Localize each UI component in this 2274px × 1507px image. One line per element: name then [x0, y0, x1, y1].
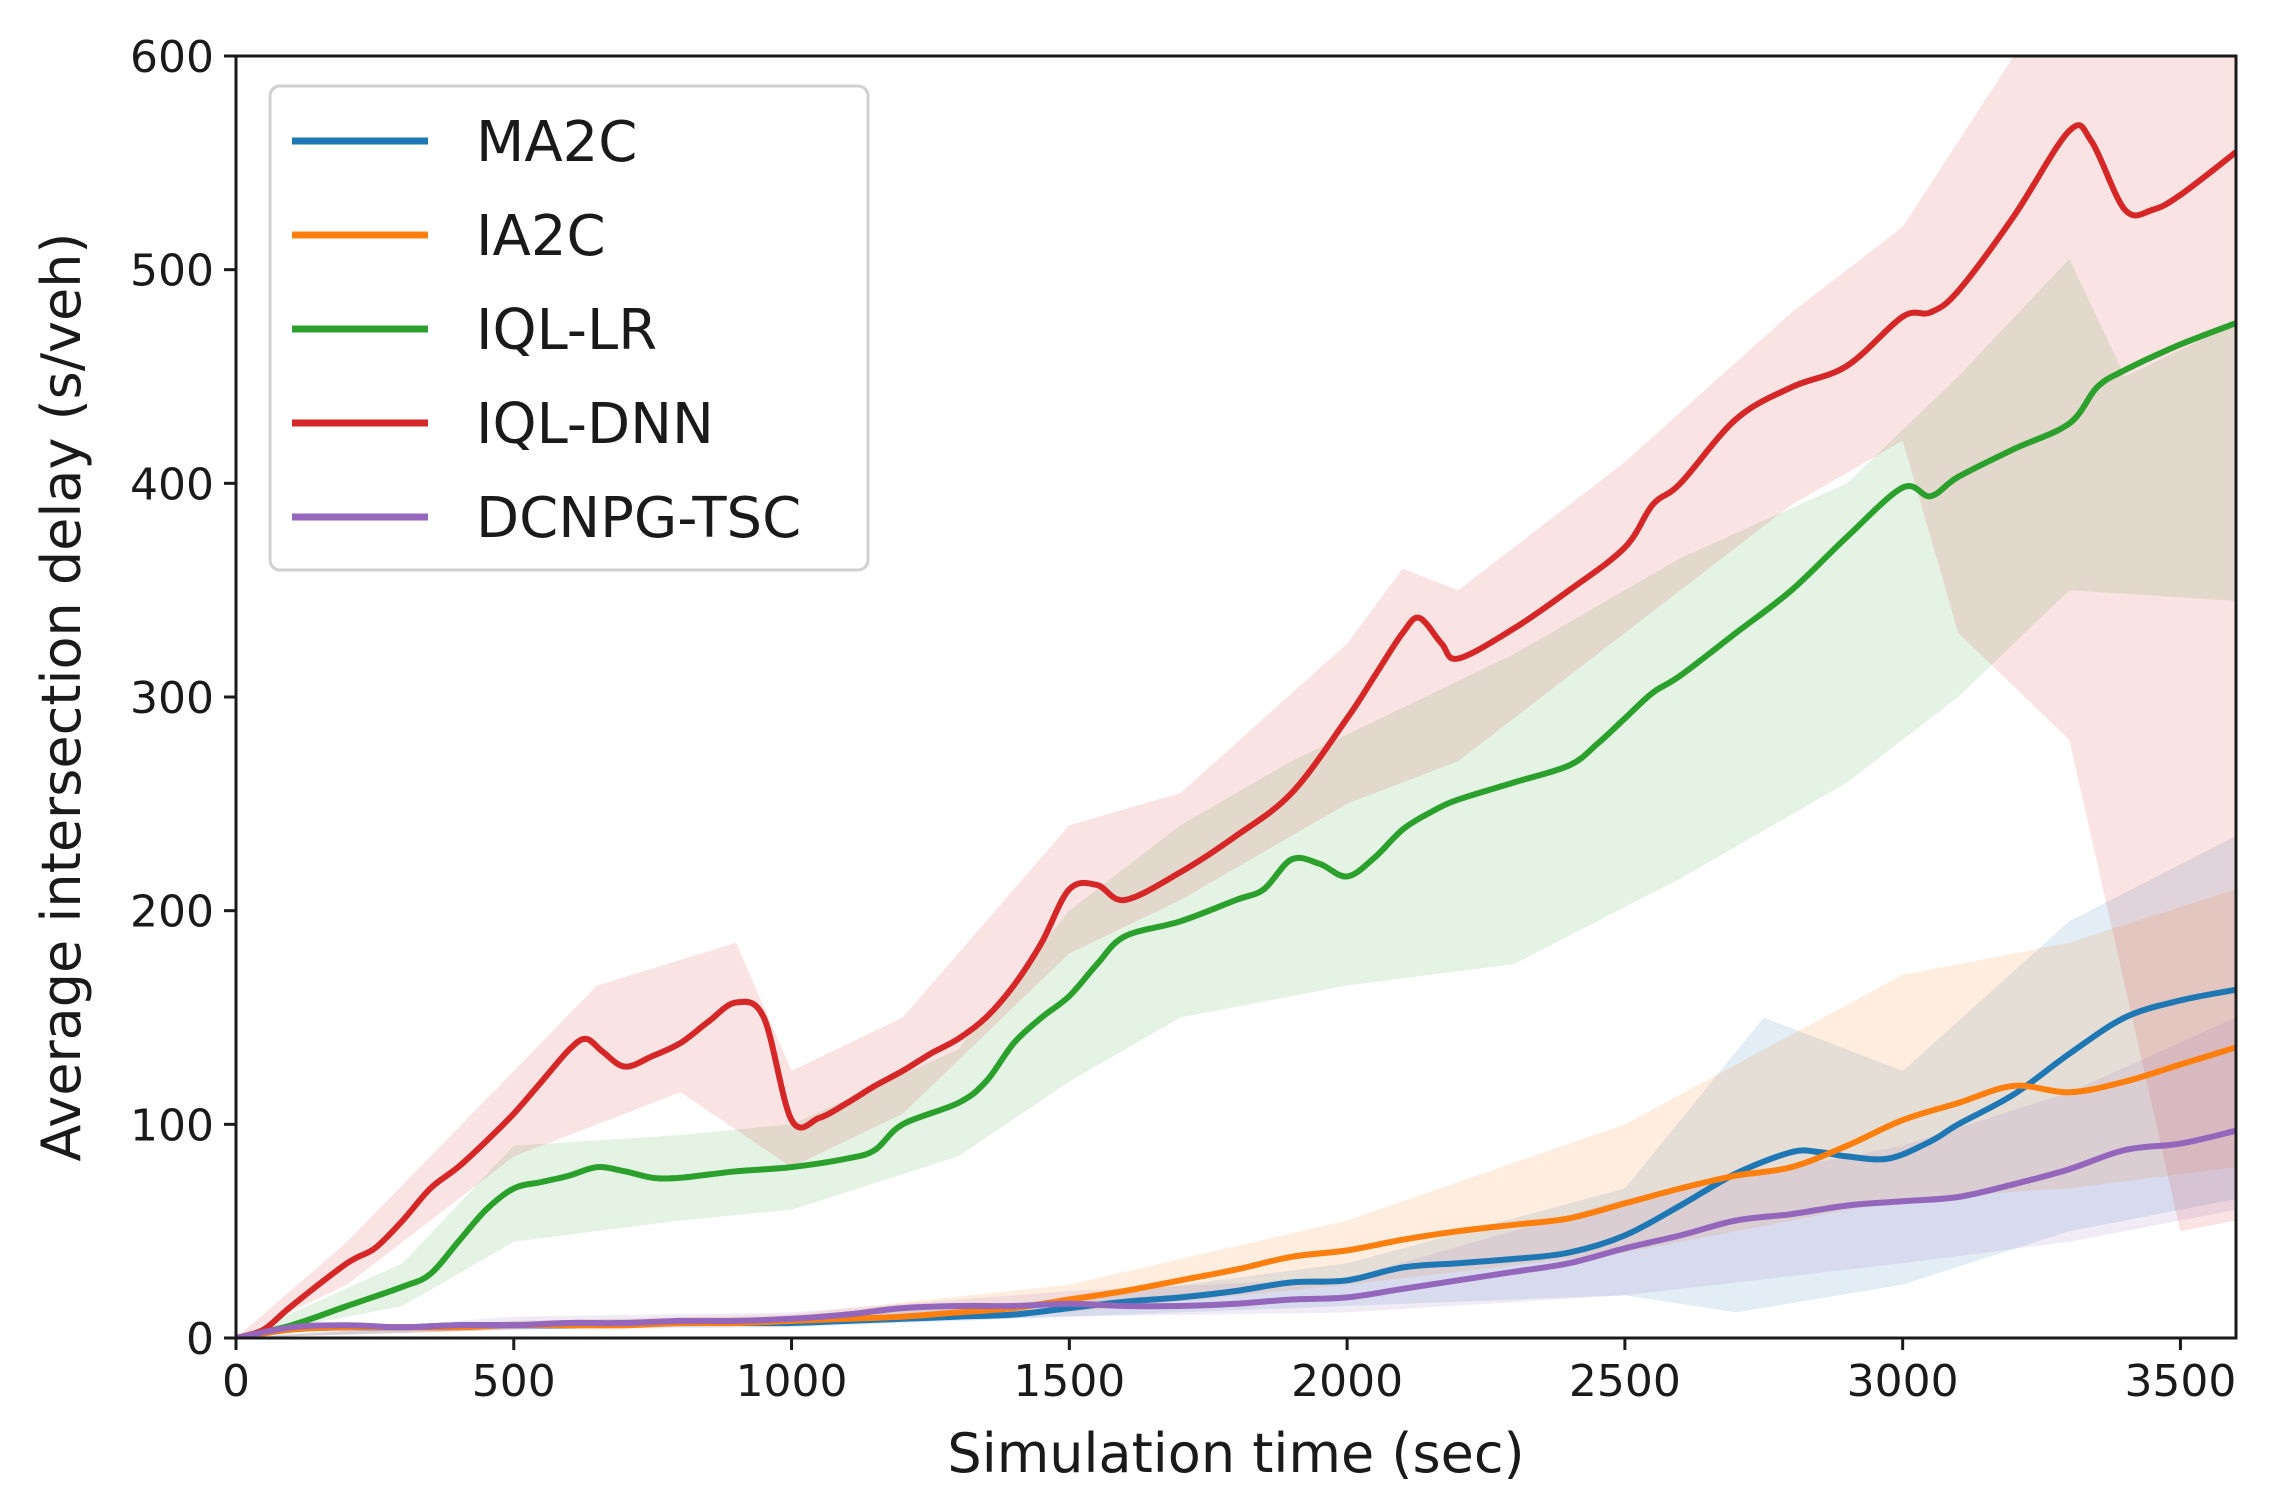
series-lines [236, 122, 2236, 1338]
y-tick-label: 100 [130, 1100, 214, 1151]
x-tick-label: 2000 [1291, 1356, 1403, 1407]
y-tick-label: 300 [130, 673, 214, 724]
legend: MA2C IA2C IQL-LR IQL-DNN DCNPG-TSC [268, 84, 870, 572]
series-line-iql-dnn [236, 122, 2236, 1338]
y-tick-label: 600 [130, 32, 214, 83]
y-tick-label: 500 [130, 246, 214, 297]
band-ia2c [236, 889, 2236, 1338]
y-axis: 0 100 200 300 400 500 600 [130, 32, 236, 1365]
x-tick-label: 1500 [1013, 1356, 1125, 1407]
legend-label-ma2c: MA2C [476, 110, 637, 175]
x-tick-label: 0 [222, 1356, 250, 1407]
confidence-bands [236, 56, 2236, 1338]
y-axis-label: Average intersection delay (s/veh) [30, 233, 93, 1162]
band-iql-dnn [236, 56, 2236, 1338]
band-dcnpg-tsc [236, 1017, 2236, 1338]
legend-box [268, 84, 870, 572]
band-ma2c [236, 835, 2236, 1338]
legend-label-ia2c: IA2C [476, 204, 606, 269]
x-axis-label: Simulation time (sec) [947, 1422, 1524, 1485]
series-line-iql-lr [236, 320, 2236, 1338]
y-tick-label: 200 [130, 887, 214, 938]
legend-label-iql-lr: IQL-LR [476, 298, 657, 363]
x-tick-label: 500 [472, 1356, 556, 1407]
x-tick-label: 3000 [1847, 1356, 1959, 1407]
x-tick-label: 3500 [2124, 1356, 2236, 1407]
x-tick-label: 1000 [736, 1356, 848, 1407]
plot-area [234, 54, 2238, 1340]
series-line-dcnpg-tsc [236, 1127, 2236, 1338]
band-iql-lr [236, 259, 2236, 1338]
legend-label-dcnpg-tsc: DCNPG-TSC [476, 486, 801, 551]
y-tick-label: 0 [186, 1314, 214, 1365]
x-axis: 0 500 1000 1500 2000 2500 3000 3500 [222, 1338, 2236, 1407]
x-tick-label: 2500 [1569, 1356, 1681, 1407]
y-tick-label: 400 [130, 459, 214, 510]
legend-label-iql-dnn: IQL-DNN [476, 392, 714, 457]
